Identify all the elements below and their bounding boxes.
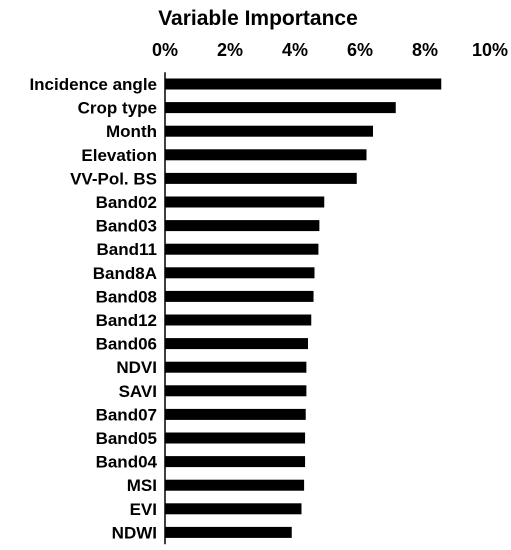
bar bbox=[165, 385, 307, 397]
x-tick-label: 10% bbox=[472, 40, 508, 60]
category-label: Band11 bbox=[97, 240, 157, 259]
category-label: Band02 bbox=[96, 193, 157, 212]
x-tick-label: 4% bbox=[282, 40, 308, 60]
category-label: MSI bbox=[127, 476, 157, 495]
bar bbox=[165, 125, 373, 137]
category-label: Band05 bbox=[96, 429, 157, 448]
bar bbox=[165, 314, 312, 326]
category-label: Band8A bbox=[93, 264, 157, 283]
bar bbox=[165, 361, 307, 373]
category-label: Crop type bbox=[78, 99, 157, 118]
bar bbox=[165, 102, 396, 114]
category-label: NDVI bbox=[116, 358, 157, 377]
category-label: SAVI bbox=[119, 382, 157, 401]
bar bbox=[165, 503, 302, 515]
bar bbox=[165, 290, 314, 302]
category-label: NDWI bbox=[112, 523, 157, 542]
bar bbox=[165, 526, 292, 538]
bar bbox=[165, 149, 367, 161]
category-label: Incidence angle bbox=[29, 75, 157, 94]
category-label: VV-Pol. BS bbox=[70, 169, 157, 188]
category-label: Elevation bbox=[81, 146, 157, 165]
category-label: EVI bbox=[130, 500, 157, 519]
bar bbox=[165, 479, 305, 491]
bar bbox=[165, 338, 308, 350]
bar bbox=[165, 456, 306, 468]
category-label: Band03 bbox=[96, 217, 157, 236]
category-label: Band08 bbox=[96, 287, 157, 306]
bar bbox=[165, 267, 315, 279]
x-tick-label: 0% bbox=[152, 40, 178, 60]
bar bbox=[165, 196, 325, 208]
x-tick-label: 8% bbox=[412, 40, 438, 60]
x-tick-label: 6% bbox=[347, 40, 373, 60]
category-label: Month bbox=[106, 122, 157, 141]
category-label: Band07 bbox=[96, 405, 157, 424]
bar bbox=[165, 408, 306, 420]
bar bbox=[165, 78, 442, 90]
bar bbox=[165, 432, 306, 444]
category-label: Band04 bbox=[96, 453, 158, 472]
bar bbox=[165, 172, 357, 184]
chart-title: Variable Importance bbox=[158, 7, 358, 30]
category-label: Band12 bbox=[96, 311, 157, 330]
bar bbox=[165, 220, 320, 232]
category-label: Band06 bbox=[96, 335, 157, 354]
x-tick-label: 2% bbox=[217, 40, 243, 60]
bar bbox=[165, 243, 319, 255]
